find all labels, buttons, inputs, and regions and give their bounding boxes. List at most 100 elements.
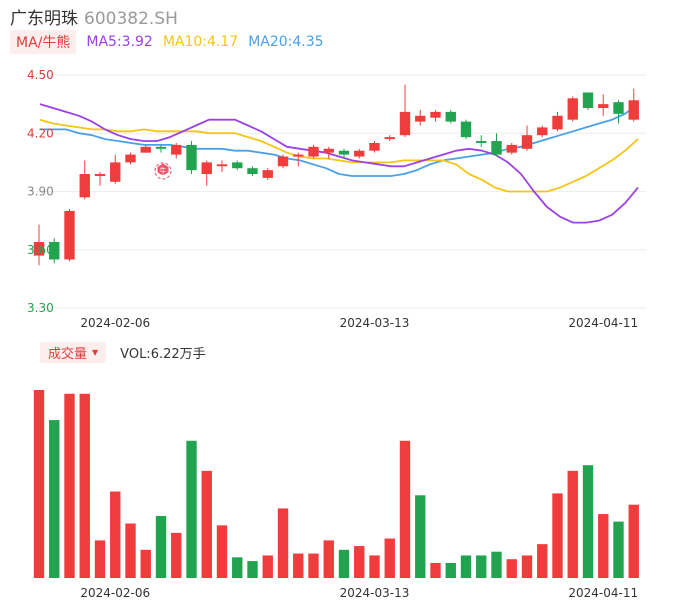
candle [521, 125, 533, 151]
candle [155, 144, 167, 153]
candle-body [598, 104, 609, 109]
candle-body [476, 141, 487, 143]
candle [262, 168, 273, 180]
candle-body [79, 174, 90, 198]
candle-body [323, 148, 334, 153]
volume-date-axis: 2024-02-06 2024-03-13 2024-04-11 [80, 586, 638, 600]
candle [308, 144, 319, 159]
volume-bar [216, 525, 228, 578]
volume-value-label: VOL:6.22万手 [120, 346, 206, 362]
ma20-label: MA20:4.35 [248, 34, 324, 50]
candle [110, 154, 121, 184]
candle [277, 154, 289, 169]
candle [415, 109, 426, 126]
bull-bear-badge[interactable]: 牛 [154, 162, 172, 180]
candle-body [582, 92, 594, 109]
volume-bar [293, 553, 304, 578]
candle [354, 148, 365, 159]
candle [582, 92, 594, 110]
candle [476, 135, 487, 147]
caret-down-icon: ▼ [92, 347, 99, 357]
bull-icon-glyph: 牛 [160, 166, 167, 175]
x-tick-label: 2024-02-06 [80, 316, 150, 330]
candle [430, 109, 441, 122]
volume-bar [125, 523, 136, 578]
candle [79, 160, 90, 200]
candle [323, 146, 334, 159]
price-grid [30, 74, 646, 309]
volume-bar [628, 504, 639, 578]
candle-body [399, 111, 411, 136]
y-tick-label: 3.60 [27, 243, 54, 257]
volume-bar [567, 470, 578, 578]
y-tick-label: 4.20 [27, 126, 54, 140]
candle-body [338, 150, 350, 155]
candle [64, 208, 75, 262]
candle-body [64, 210, 75, 260]
x-tick-label: 2024-04-11 [568, 586, 638, 600]
candle [338, 148, 350, 159]
price-date-axis: 2024-02-06 2024-03-13 2024-04-11 [80, 316, 638, 330]
volume-bar [64, 393, 75, 578]
candle [613, 100, 624, 124]
volume-bar [201, 470, 212, 578]
candle-body [354, 150, 365, 157]
candle-body [247, 168, 258, 175]
candle-body [94, 174, 106, 176]
candle [49, 238, 60, 264]
candle [369, 141, 380, 153]
candle [125, 152, 136, 165]
candle [628, 88, 639, 122]
volume-bar [552, 493, 563, 578]
candle-body [262, 170, 273, 178]
x-tick-label: 2024-02-06 [80, 586, 150, 600]
volume-bar [460, 555, 472, 578]
volume-bar [506, 559, 517, 578]
x-tick-label: 2024-03-13 [340, 316, 410, 330]
volume-bar [277, 508, 289, 578]
volume-bar [354, 546, 365, 578]
candle-body [277, 156, 289, 167]
candle [171, 142, 182, 159]
candle [445, 109, 456, 124]
volume-type-label: 成交量 [48, 346, 88, 362]
volume-bar [33, 390, 45, 578]
x-tick-label: 2024-03-13 [340, 586, 410, 600]
candle-body [308, 146, 319, 157]
volume-bar [110, 491, 121, 578]
volume-type-button[interactable]: 成交量 ▼ [40, 341, 107, 363]
volume-bar [399, 440, 411, 578]
candle-body [521, 135, 533, 149]
volume-bar [384, 538, 395, 578]
candle [399, 84, 411, 138]
volume-bar [262, 555, 273, 578]
volume-bars [33, 390, 639, 578]
stock-header: 广东明珠 600382.SH [10, 4, 178, 29]
ma10-line [39, 118, 639, 193]
candle [232, 160, 243, 171]
volume-bar [521, 555, 533, 578]
candle-body [491, 141, 502, 155]
volume-bar [140, 549, 151, 578]
volume-bar [491, 551, 502, 578]
x-tick-label: 2024-04-11 [568, 316, 638, 330]
candle [567, 96, 578, 122]
candle-body [293, 154, 304, 157]
candle [598, 94, 609, 116]
candle-body [552, 115, 563, 130]
ma-type-button[interactable]: MA/牛熊 [10, 30, 77, 54]
candle-body [33, 241, 45, 256]
ma10-label: MA10:4.17 [162, 34, 239, 50]
volume-bar [155, 515, 167, 578]
candle [201, 160, 212, 186]
volume-bar [369, 555, 380, 578]
volume-bar [582, 465, 594, 578]
candle [460, 119, 472, 140]
candle [247, 166, 258, 176]
candle [94, 172, 106, 186]
candle-body [613, 102, 624, 114]
volume-bar [247, 561, 258, 578]
ma-lines [39, 103, 639, 224]
candle-body [369, 142, 380, 151]
candle-body [186, 144, 197, 171]
